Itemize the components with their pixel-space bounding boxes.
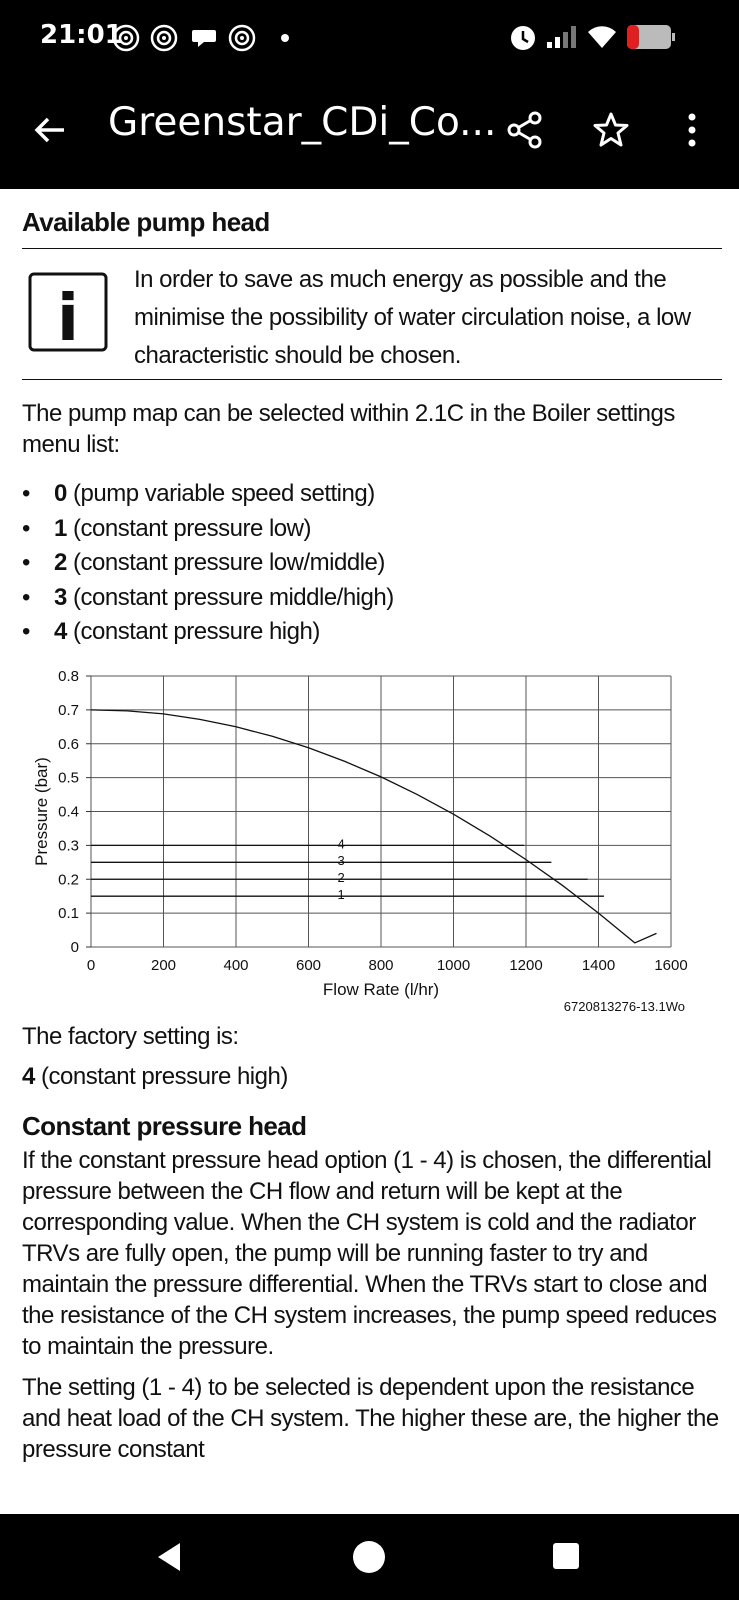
- x-tick-label: 1600: [654, 957, 687, 974]
- divider: [22, 248, 722, 249]
- y-tick-label: 0.6: [58, 736, 79, 753]
- factory-setting-number: 4: [22, 1063, 35, 1090]
- figure-code: 6720813276-13.1Wo: [564, 999, 685, 1014]
- option-number: 4: [54, 618, 67, 645]
- status-time: 21:01: [40, 20, 123, 50]
- app-bar: Greenstar_CDi_Co...: [0, 76, 739, 189]
- document-page: Available pump head i In order to save a…: [0, 189, 739, 1514]
- x-tick-label: 1400: [582, 957, 615, 974]
- nav-home-icon[interactable]: [351, 1539, 387, 1575]
- series-label-4: 4: [338, 836, 345, 851]
- option-number: 3: [54, 583, 67, 611]
- series-label-1: 1: [338, 887, 345, 902]
- setting-selection-paragraph: The setting (1 - 4) to be selected is de…: [22, 1374, 719, 1463]
- pump-map-text: The pump map can be selected within 2.1C…: [22, 400, 675, 458]
- star-icon[interactable]: [591, 110, 631, 150]
- series-label-2: 2: [338, 870, 345, 885]
- option-desc: (constant pressure middle/high): [73, 583, 394, 611]
- info-glyph: i: [57, 282, 79, 352]
- list-item: • 3 (constant pressure middle/high): [22, 583, 394, 611]
- y-tick-label: 0: [71, 939, 79, 956]
- x-tick-label: 0: [87, 957, 95, 974]
- y-tick-label: 0.4: [58, 804, 79, 821]
- signal-icon: [547, 26, 576, 48]
- x-tick-label: 800: [368, 957, 393, 974]
- notification-app-icon: [150, 24, 178, 52]
- option-desc: (constant pressure high): [73, 618, 320, 645]
- constant-pressure-paragraph: If the constant pressure head option (1 …: [22, 1147, 717, 1360]
- list-item: • 0 (pump variable speed setting): [22, 480, 375, 507]
- nav-back-icon[interactable]: [152, 1540, 186, 1574]
- chat-bubble-icon: [192, 30, 216, 47]
- info-icon: i: [28, 272, 108, 352]
- list-item: • 1 (constant pressure low): [22, 514, 311, 542]
- option-desc: (constant pressure low): [73, 514, 311, 542]
- back-arrow-icon[interactable]: [30, 110, 70, 150]
- series-label-3: 3: [338, 853, 345, 868]
- pump-options-list: • 0 (pump variable speed setting) • 1 (con…: [22, 477, 722, 650]
- y-tick-label: 0.8: [58, 668, 79, 685]
- y-axis-label: Pressure (bar): [32, 757, 51, 866]
- battery-icon: [627, 25, 675, 49]
- option-number: 2: [54, 549, 67, 576]
- x-tick-label: 600: [296, 957, 321, 974]
- more-notifications-dot: [281, 34, 289, 42]
- wifi-icon: [588, 26, 616, 48]
- option-number: 1: [54, 514, 67, 542]
- list-item: • 2 (constant pressure low/middle): [22, 549, 385, 576]
- option-desc: (constant pressure low/middle): [73, 549, 385, 576]
- pump-head-chart: 0 200 400 600 800 1000 1200 1400 1600 0 0.1 0.2 0.3 0…: [32, 668, 688, 1014]
- more-options-icon[interactable]: [680, 110, 704, 150]
- share-icon[interactable]: [505, 110, 545, 150]
- list-item: • 4 (constant pressure high): [22, 618, 320, 645]
- y-tick-label: 0.5: [58, 770, 79, 787]
- y-tick-label: 0.3: [58, 837, 79, 854]
- nav-recents-icon[interactable]: [551, 1541, 581, 1571]
- option-desc: (pump variable speed setting): [73, 480, 375, 507]
- status-bar: 21:01: [0, 0, 739, 76]
- option-number: 0: [54, 480, 67, 507]
- divider: [22, 379, 722, 380]
- section-heading-constant-pressure: Constant pressure head: [22, 1111, 307, 1141]
- alarm-icon: [511, 26, 535, 50]
- y-tick-label: 0.7: [58, 702, 79, 719]
- x-tick-label: 1000: [437, 957, 470, 974]
- notification-app-icon: [112, 24, 140, 52]
- factory-setting-label: The factory setting is:: [22, 1023, 239, 1050]
- series-line-variable-speed: [90, 709, 657, 944]
- section-heading-pump-head: Available pump head: [22, 207, 270, 237]
- x-tick-label: 1200: [509, 957, 542, 974]
- x-tick-label: 200: [151, 957, 176, 974]
- factory-setting-value: 4 (constant pressure high): [22, 1063, 288, 1090]
- navigation-bar: [0, 1514, 739, 1600]
- x-tick-label: 400: [223, 957, 248, 974]
- notice-text: In order to save as much energy as possi…: [134, 266, 691, 369]
- notification-app-icon: [228, 24, 256, 52]
- y-tick-label: 0.2: [58, 871, 79, 888]
- document-title: Greenstar_CDi_Co...: [108, 100, 497, 145]
- y-tick-label: 0.1: [58, 905, 79, 922]
- x-axis-label: Flow Rate (l/hr): [323, 980, 439, 999]
